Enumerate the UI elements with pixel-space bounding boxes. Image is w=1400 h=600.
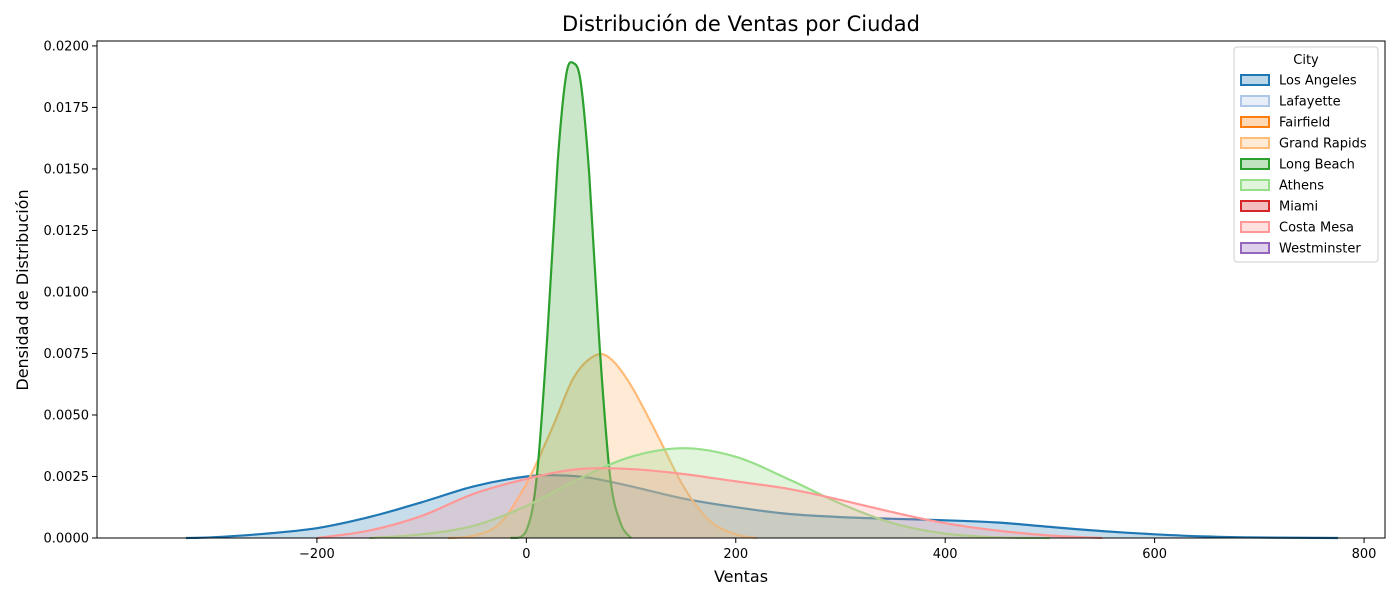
series-line-los-angeles: [185, 473, 1338, 540]
y-tick-label: 0.0000: [44, 532, 90, 547]
y-tick-label: 0.0050: [44, 408, 90, 423]
x-tick-label: 600: [1142, 547, 1167, 562]
x-tick-label: −200: [299, 547, 335, 562]
legend-label-grand-rapids: Grand Rapids: [1279, 137, 1367, 152]
y-tick-label: 0.0175: [44, 101, 90, 116]
plot-area: [96, 40, 1386, 540]
x-tick-label: 200: [723, 547, 748, 562]
legend-swatch-los-angeles: [1240, 74, 1270, 86]
legend-label-los-angeles: Los Angeles: [1279, 74, 1357, 89]
y-tick-label: 0.0200: [44, 39, 90, 54]
legend-label-costa-mesa: Costa Mesa: [1279, 221, 1354, 236]
legend-swatch-fairfield: [1240, 116, 1270, 128]
legend-swatch-westminster: [1240, 242, 1270, 254]
y-tick-label: 0.0125: [44, 224, 90, 239]
y-axis-label: Densidad de Distribución: [13, 189, 32, 390]
legend-swatch-long-beach: [1240, 158, 1270, 170]
x-axis: −200 0 200 400 600 800: [299, 538, 1376, 562]
y-axis: 0.0000 0.0025 0.0050 0.0075 0.0100 0.0125 0.01…: [44, 39, 97, 547]
legend-items: Los Angeles Lafayette Fairfield Grand Rapid…: [1240, 74, 1367, 257]
legend-label-miami: Miami: [1279, 200, 1318, 215]
x-axis-label: Ventas: [714, 567, 768, 586]
legend-swatch-grand-rapids: [1240, 137, 1270, 149]
x-tick-label: 0: [522, 547, 530, 562]
series-area-grand-rapids: [447, 353, 757, 538]
legend-label-long-beach: Long Beach: [1279, 158, 1355, 173]
series-area-los-angeles: [186, 475, 1338, 538]
series-line-athens: [369, 447, 1050, 540]
legend-swatch-costa-mesa: [1240, 221, 1270, 233]
series-line-long-beach: [510, 61, 632, 540]
series-layer: [185, 61, 1338, 540]
y-tick-label: 0.0100: [44, 285, 90, 300]
series-area-costa-mesa: [316, 468, 1103, 538]
x-tick-label: 800: [1352, 547, 1377, 562]
legend-label-westminster: Westminster: [1279, 242, 1361, 257]
legend-label-lafayette: Lafayette: [1279, 95, 1341, 110]
legend-swatch-lafayette: [1240, 95, 1270, 107]
legend: City Los Angeles Lafayette Fairfield Grand …: [1233, 46, 1379, 263]
y-tick-label: 0.0075: [44, 347, 90, 362]
series-line-costa-mesa: [316, 467, 1103, 540]
legend-label-athens: Athens: [1279, 179, 1324, 194]
y-tick-label: 0.0025: [44, 470, 90, 485]
legend-swatch-athens: [1240, 179, 1270, 191]
series-area-long-beach: [510, 62, 631, 538]
chart-title: Distribución de Ventas por Ciudad: [562, 12, 920, 36]
series-area-athens: [369, 448, 1050, 538]
series-line-grand-rapids: [447, 352, 757, 540]
y-tick-label: 0.0150: [44, 162, 90, 177]
legend-label-fairfield: Fairfield: [1279, 116, 1330, 131]
legend-swatch-miami: [1240, 200, 1270, 212]
legend-title: City: [1293, 53, 1319, 68]
x-tick-label: 400: [933, 547, 958, 562]
plot-frame: [96, 40, 1386, 539]
